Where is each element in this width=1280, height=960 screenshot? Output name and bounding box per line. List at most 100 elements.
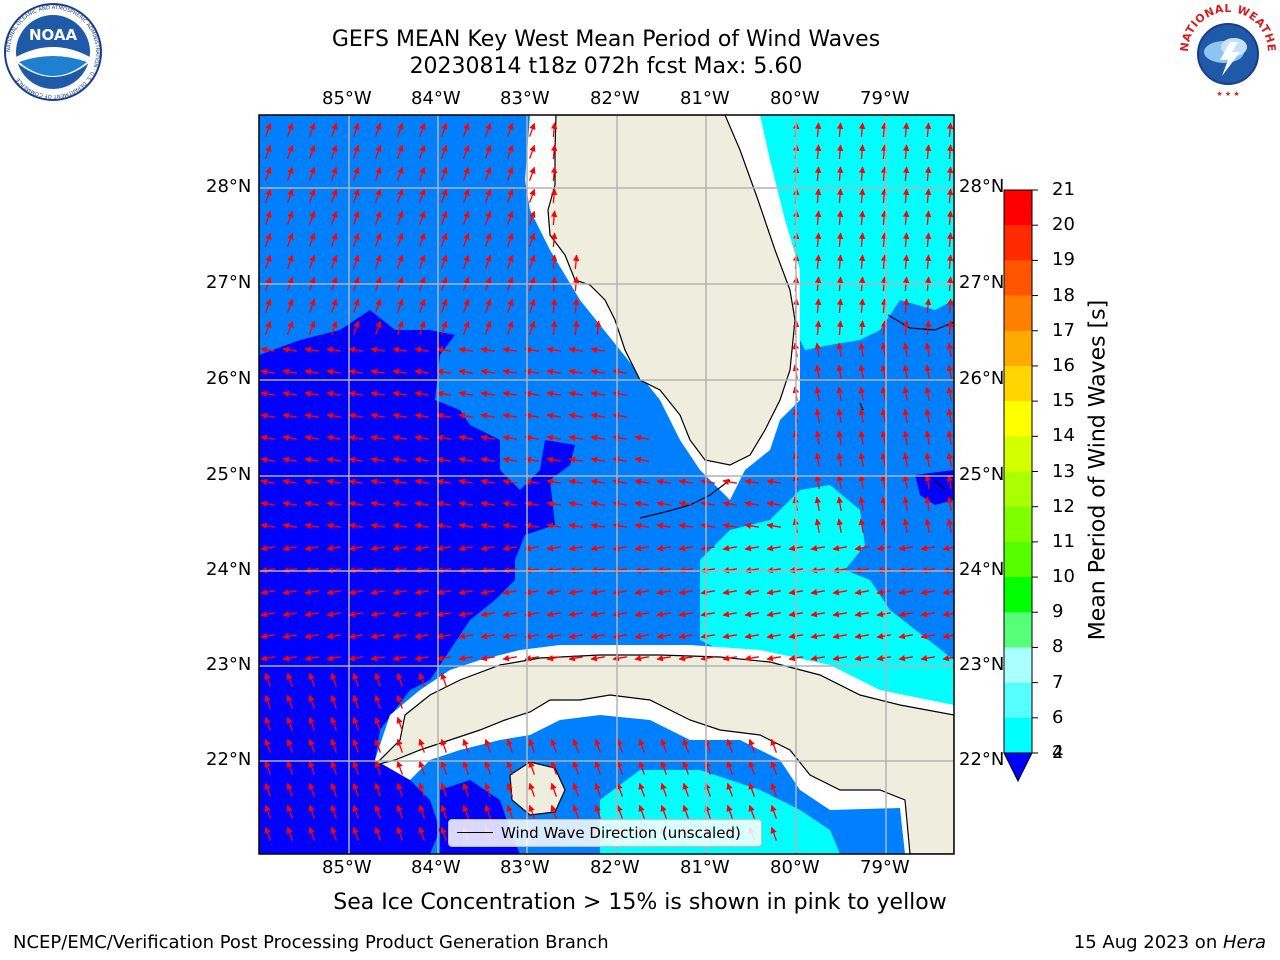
wind-wave-arrow <box>832 632 848 640</box>
wind-wave-arrow <box>902 342 910 358</box>
wind-wave-arrow <box>568 412 584 420</box>
wind-wave-arrow <box>348 588 364 596</box>
wind-wave-arrow <box>418 804 426 819</box>
wind-wave-arrow <box>392 610 408 618</box>
wind-wave-arrow <box>462 122 470 137</box>
wind-wave-arrow <box>352 826 360 841</box>
wind-wave-arrow <box>858 474 866 490</box>
wind-wave-arrow <box>744 500 760 508</box>
wind-wave-arrow <box>352 738 360 753</box>
wind-wave-arrow <box>370 610 386 618</box>
wind-wave-arrow <box>308 826 316 841</box>
wind-wave-arrow <box>286 298 294 313</box>
wind-wave-arrow <box>440 232 448 247</box>
wind-wave-arrow <box>370 654 386 662</box>
wind-wave-arrow <box>282 368 298 376</box>
wind-wave-arrow <box>590 654 606 662</box>
wind-wave-arrow <box>462 738 470 753</box>
wind-wave-arrow <box>550 298 558 314</box>
wind-wave-arrow <box>590 500 606 508</box>
wind-wave-arrow <box>480 368 496 376</box>
wind-wave-arrow <box>282 632 298 640</box>
wind-wave-arrow <box>612 368 628 376</box>
land-cuba <box>373 654 954 854</box>
wind-wave-arrow <box>352 122 360 137</box>
wind-wave-arrow <box>594 760 602 775</box>
wind-wave-arrow <box>286 144 294 159</box>
colorbar-tick-label: 21 <box>1052 179 1075 200</box>
wind-wave-arrow <box>572 804 580 819</box>
colorbar-band <box>1004 295 1032 332</box>
wind-wave-arrow <box>286 782 294 797</box>
wind-wave-arrow <box>924 298 932 314</box>
wind-wave-arrow <box>304 522 320 530</box>
wind-wave-arrow <box>836 122 844 138</box>
wind-wave-arrow <box>286 826 294 841</box>
wind-wave-arrow <box>616 738 624 753</box>
wind-wave-arrow <box>700 588 716 596</box>
wind-wave-arrow <box>612 632 628 640</box>
wind-wave-arrow <box>436 610 452 618</box>
colorbar-tick-label: 4 <box>1052 742 1064 763</box>
wind-wave-arrow <box>528 320 536 335</box>
wind-wave-arrow <box>462 232 470 247</box>
wind-wave-arrow <box>924 496 932 512</box>
wind-wave-arrow <box>462 782 470 797</box>
wind-wave-arrow <box>880 232 888 248</box>
wind-wave-arrow <box>568 654 584 662</box>
wind-wave-arrow <box>898 632 914 640</box>
wind-wave-arrow <box>502 632 518 640</box>
wind-wave-arrow <box>876 610 892 618</box>
wind-wave-arrow <box>920 588 936 596</box>
lat-label-left: 27°N <box>206 272 252 293</box>
colorbar-tick-label: 19 <box>1052 249 1075 271</box>
lat-label-right: 27°N <box>959 272 1005 293</box>
wind-wave-arrow <box>902 452 910 468</box>
wind-wave-arrow <box>946 430 954 446</box>
wind-wave-arrow <box>836 144 844 160</box>
wind-wave-arrow <box>352 232 360 247</box>
wind-wave-arrow <box>528 738 536 753</box>
wind-wave-arrow <box>396 166 404 181</box>
wind-wave-arrow <box>814 342 822 358</box>
wind-wave-arrow <box>440 210 448 225</box>
lat-label-right: 24°N <box>959 559 1005 580</box>
wind-wave-arrow <box>920 610 936 618</box>
wind-wave-arrow <box>480 654 496 662</box>
region-period-4-6-ne <box>750 115 954 350</box>
wind-wave-arrow <box>282 500 298 508</box>
wind-wave-arrow <box>264 144 272 159</box>
wind-wave-arrow <box>656 544 672 552</box>
wind-wave-arrow <box>414 412 430 420</box>
wind-wave-arrow <box>572 298 580 314</box>
wind-wave-arrow <box>480 610 496 618</box>
wind-wave-arrow <box>304 610 320 618</box>
colorbar-band <box>1004 717 1032 754</box>
wind-wave-arrow <box>304 434 320 442</box>
wind-wave-arrow <box>770 826 778 841</box>
wind-wave-arrow <box>352 298 360 313</box>
wind-wave-arrow <box>462 188 470 203</box>
wind-wave-arrow <box>722 632 738 640</box>
wind-wave-arrow <box>924 342 932 358</box>
wind-wave-arrow <box>898 544 914 552</box>
wind-wave-arrow <box>436 434 452 442</box>
wind-wave-arrow <box>810 632 826 640</box>
wind-wave-arrow <box>814 408 822 424</box>
wind-wave-arrow <box>572 760 580 775</box>
wind-wave-arrow <box>480 434 496 442</box>
wind-wave-arrow <box>326 588 342 596</box>
wind-wave-arrow <box>502 456 518 464</box>
wind-wave-arrow <box>880 166 888 182</box>
wind-wave-arrow <box>502 346 518 354</box>
wind-wave-arrow <box>286 760 294 775</box>
colorbar-tick-label: 2 <box>1052 742 1064 763</box>
wind-wave-arrow <box>370 588 386 596</box>
wind-wave-arrow <box>260 632 276 640</box>
wind-wave-arrow <box>814 518 822 534</box>
wind-wave-arrow <box>264 694 272 709</box>
wind-wave-arrow <box>304 654 320 662</box>
sea-ice-caption: Sea Ice Concentration > 15% is shown in … <box>333 890 947 915</box>
wind-wave-arrow <box>550 254 558 270</box>
wind-wave-arrow <box>392 368 408 376</box>
